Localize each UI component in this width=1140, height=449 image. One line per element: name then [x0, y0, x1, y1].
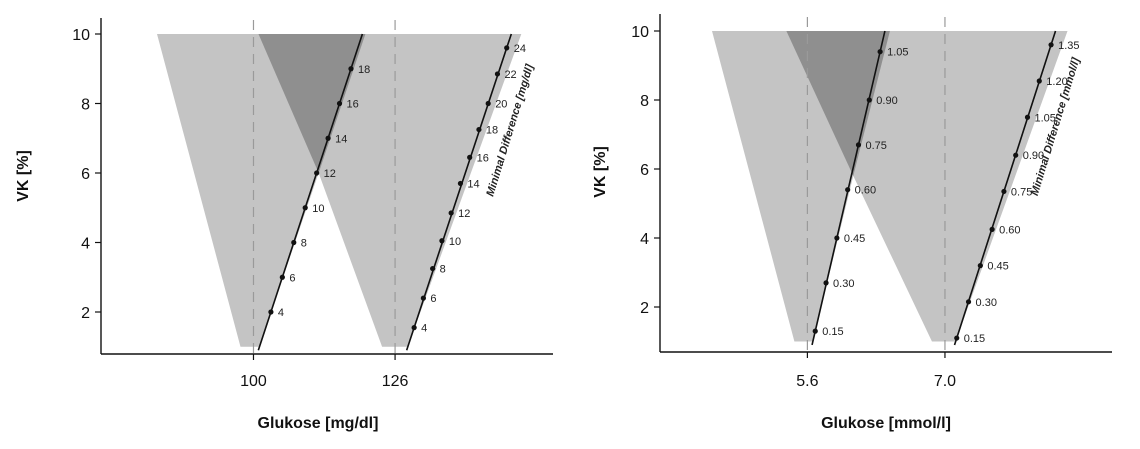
scale-label: 0.90 — [1023, 150, 1044, 162]
scale-label: 1.05 — [887, 47, 908, 59]
scale-point — [1024, 114, 1031, 120]
scale-point — [411, 325, 417, 331]
scale-label: 1.20 — [1046, 76, 1067, 88]
y-axis-title: VK [%] — [592, 146, 609, 198]
chart-panel-1: 46810121416184681012141618202224Minimal … — [15, 18, 553, 432]
minimal-difference-scale-line-1 — [257, 33, 364, 351]
scale-label: 0.75 — [865, 140, 886, 152]
scale-point — [439, 238, 445, 244]
y-tick-label: 6 — [81, 166, 90, 183]
y-tick-label: 10 — [631, 24, 649, 41]
scale-point — [314, 170, 320, 176]
scale-label: 16 — [347, 99, 359, 111]
scale-point — [954, 335, 960, 341]
scale-label: 1.35 — [1058, 40, 1079, 52]
scale-point — [866, 97, 872, 103]
y-tick-label: 6 — [640, 162, 649, 179]
scale-label: 4 — [278, 307, 284, 319]
scale-label: 20 — [495, 99, 507, 111]
scale-label: 0.75 — [1011, 186, 1032, 198]
scale-label: 6 — [289, 272, 295, 284]
y-tick-label: 8 — [81, 97, 90, 114]
scale-point — [467, 154, 473, 160]
scale-point — [302, 205, 308, 211]
scale-label: 4 — [421, 323, 427, 335]
scale-point — [279, 274, 285, 280]
scale-point — [1036, 78, 1042, 84]
scale-point — [834, 235, 840, 241]
scale-label: 14 — [335, 133, 347, 145]
scale-label: 22 — [504, 69, 516, 81]
y-tick-label: 4 — [81, 236, 90, 253]
scale-label: 0.60 — [999, 224, 1020, 236]
scale-point — [845, 187, 851, 193]
scale-point — [420, 295, 426, 301]
y-axis-title: VK [%] — [15, 150, 32, 202]
scale-point — [877, 49, 883, 55]
scale-label: 16 — [477, 152, 489, 164]
y-tick-label: 8 — [640, 93, 649, 110]
scale-point — [485, 100, 491, 107]
scale-label: 0.30 — [833, 278, 854, 290]
dark-overlap-band — [786, 31, 890, 176]
scale-point — [989, 226, 995, 232]
scale-point — [268, 309, 274, 315]
scale-point — [504, 45, 510, 51]
scale-point — [348, 66, 354, 72]
y-tick-label: 2 — [640, 300, 649, 317]
x-tick-label: 100 — [240, 373, 267, 390]
scale-point — [1048, 42, 1054, 48]
scale-label: 0.90 — [876, 95, 897, 107]
scale-point — [430, 265, 436, 272]
scale-label: 24 — [514, 43, 526, 55]
y-tick-label: 2 — [81, 305, 90, 322]
scale-point — [336, 100, 343, 107]
scale-label: 0.30 — [976, 297, 997, 309]
scale-point — [494, 71, 501, 77]
scale-label: 0.60 — [855, 185, 876, 197]
scale-label: 0.45 — [844, 233, 865, 245]
scale-label: 0.45 — [987, 261, 1008, 273]
dark-overlap-band — [258, 34, 366, 173]
scale-label: 0.15 — [822, 326, 843, 338]
scale-label: 14 — [467, 178, 479, 190]
scale-point — [1001, 188, 1007, 195]
scale-label: 12 — [458, 208, 470, 220]
x-axis-title: Glukose [mmol/l] — [821, 415, 951, 432]
chart-panel-2: 0.15 0.30 0.45 0.60 0.75 0.90 1.05 0.15 0.30 0.45… — [592, 14, 1112, 432]
scale-point — [965, 299, 972, 305]
scale-point — [977, 263, 983, 269]
scale-label: 10 — [312, 203, 324, 215]
scale-label: 10 — [449, 236, 461, 248]
scale-label: 8 — [440, 264, 446, 276]
x-tick-label: 126 — [382, 373, 409, 390]
scale-point — [823, 280, 829, 286]
scale-label: 12 — [324, 168, 336, 180]
scale-label: 18 — [486, 125, 498, 137]
scale-point — [812, 328, 818, 334]
scale-point — [448, 210, 454, 216]
scale-point — [325, 135, 331, 141]
y-tick-label: 10 — [72, 27, 90, 44]
x-tick-label: 5.6 — [796, 373, 818, 390]
scale-label: 0.15 — [964, 333, 985, 345]
scale-point — [1013, 152, 1019, 158]
scale-label: 6 — [430, 293, 436, 305]
scale-label: 1.05 — [1034, 112, 1055, 124]
scale-point — [855, 142, 862, 148]
scale-point — [476, 126, 482, 133]
scale-point — [457, 180, 464, 187]
y-tick-label: 4 — [640, 231, 649, 248]
scale-label: 18 — [358, 64, 370, 76]
x-axis-title: Glukose [mg/dl] — [258, 415, 379, 432]
scale-point — [291, 239, 297, 246]
x-tick-label: 7.0 — [934, 373, 956, 390]
scale-label: 8 — [301, 238, 307, 250]
